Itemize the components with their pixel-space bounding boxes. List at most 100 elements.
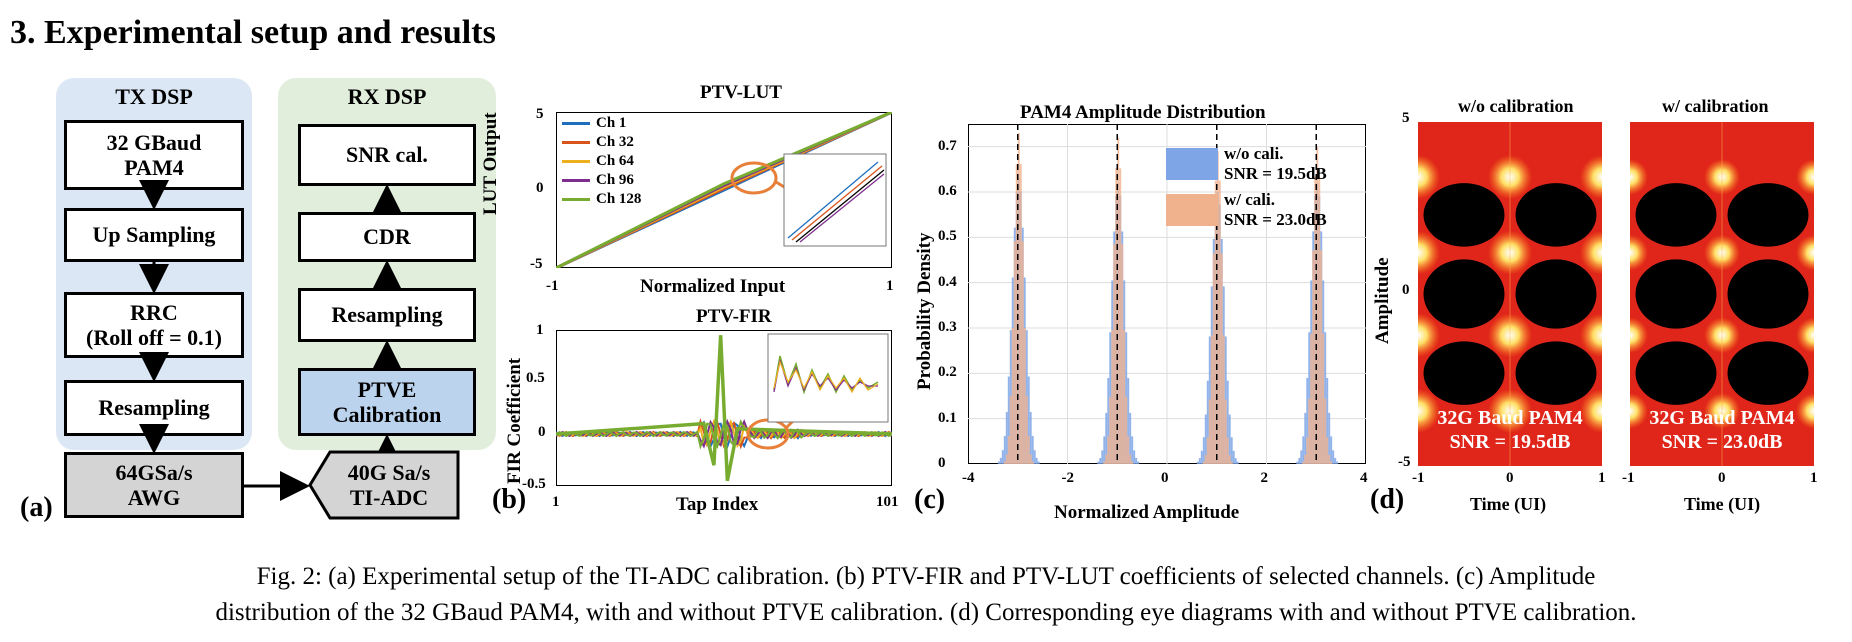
- eye-right-title: w/ calibration: [1662, 96, 1769, 116]
- hist-bar: [1196, 461, 1199, 464]
- eye-left-xtick-1: 1: [1598, 470, 1606, 486]
- fir-plot-area: [556, 330, 892, 486]
- eye-opening: [1515, 341, 1597, 405]
- hist-bar: [1302, 461, 1305, 464]
- hist-xlabel: Normalized Amplitude: [1054, 502, 1240, 523]
- eye-ytick-bot: -5: [1398, 454, 1411, 470]
- hist-bar: [1206, 437, 1209, 464]
- lut-xtick-right: 1: [886, 278, 894, 294]
- lut-legend-label: Ch 32: [596, 134, 634, 150]
- eye-diagram-with-calibration: 32G Baud PAM4 SNR = 23.0dB: [1630, 122, 1814, 466]
- hist-bar: [1129, 412, 1132, 464]
- hist-bar: [1003, 435, 1006, 464]
- lut-ytick-mid: 0: [536, 180, 544, 196]
- hist-bar: [1320, 250, 1323, 464]
- hist-bar: [1029, 412, 1032, 464]
- hist-bar: [1322, 333, 1325, 464]
- hist-bar: [1214, 180, 1217, 464]
- lut-legend-label: Ch 96: [596, 172, 634, 188]
- panel-label-d: (d): [1370, 484, 1405, 515]
- hist-bar: [1029, 454, 1032, 464]
- setup-arrows: [139, 180, 460, 520]
- eye-opening: [1727, 259, 1809, 329]
- lut-line-5: [556, 112, 892, 268]
- hist-bar: [1105, 454, 1108, 464]
- hist-legend: w/o cali. SNR = 19.5dB w/ cali. SNR = 23.…: [1166, 144, 1327, 236]
- lut-legend-swatch: [562, 122, 590, 125]
- hist-ytick: 0.3: [938, 319, 957, 335]
- fir-xtick-1: 1: [552, 494, 560, 510]
- eye-ylabel: Amplitude: [1372, 257, 1393, 344]
- hist-bar: [1334, 457, 1337, 464]
- eye-ytick-top: 5: [1402, 110, 1410, 126]
- lut-legend-item: Ch 128: [562, 190, 641, 209]
- lut-legend-label: Ch 128: [596, 191, 642, 207]
- hist-bar: [1304, 454, 1307, 464]
- pam4-block: 32 GBaud PAM4: [64, 120, 244, 190]
- eye-right-xlabel: Time (UI): [1684, 494, 1761, 514]
- lut-legend-swatch: [562, 141, 590, 144]
- hist-bar: [1324, 398, 1327, 464]
- hist-bar: [1216, 151, 1219, 464]
- hist-bar: [1015, 164, 1018, 464]
- hist-legend-item: w/o cali. SNR = 19.5dB: [1166, 144, 1327, 184]
- hist-bar: [1228, 455, 1231, 464]
- eye-opening: [1423, 259, 1505, 329]
- eye-crossing: [1418, 155, 1440, 200]
- lut-ylabel: LUT Output: [480, 112, 501, 215]
- hist-bar: [1316, 146, 1319, 464]
- eye-crossing: [1580, 155, 1602, 200]
- lut-xlabel: Normalized Input: [640, 276, 786, 297]
- hist-xtick: 2: [1260, 470, 1269, 486]
- hist-bar: [1230, 437, 1233, 464]
- eye-left-annotation: 32G Baud PAM4 SNR = 19.5dB: [1437, 407, 1583, 453]
- lut-title: PTV-LUT: [700, 82, 782, 103]
- hist-bar: [1224, 399, 1227, 464]
- hist-legend-label: w/ cali. SNR = 23.0dB: [1224, 190, 1327, 229]
- hist-ytick: 0.1: [938, 409, 957, 426]
- lut-plot-area: [556, 112, 892, 268]
- hist-bar: [997, 461, 1000, 464]
- hist-bar: [1234, 458, 1237, 464]
- lut-legend-swatch: [562, 179, 590, 182]
- hist-bar: [1218, 180, 1221, 464]
- ptve-calibration-block: PTVE Calibration: [298, 368, 476, 436]
- hist-bar: [1326, 437, 1329, 464]
- panel-label-b: (b): [492, 484, 527, 515]
- hist-bar: [1336, 461, 1339, 464]
- fir-main-tap-line: [556, 335, 892, 482]
- hist-bar: [1228, 414, 1231, 464]
- hist-bar: [1312, 250, 1315, 464]
- eye-ytick-mid: 0: [1402, 282, 1410, 298]
- hist-bar: [1125, 396, 1128, 464]
- rx-dsp-title: RX DSP: [347, 84, 427, 109]
- hist-bar: [1330, 461, 1333, 464]
- eye-opening: [1727, 183, 1809, 247]
- caption-line-2: distribution of the 32 GBaud PAM4, with …: [215, 599, 1637, 626]
- panel-label-a: (a): [20, 492, 53, 523]
- ti-adc-block: 40G Sa/s TI-ADC: [347, 459, 431, 510]
- hist-bar: [1115, 168, 1118, 464]
- fir-xtick-101: 101: [876, 494, 899, 510]
- eye-crossing: [1796, 234, 1814, 271]
- hist-bar: [1099, 457, 1102, 464]
- hist-bar: [1113, 244, 1116, 464]
- hist-ytick: 0.2: [938, 364, 957, 381]
- hist-bar: [1308, 398, 1311, 464]
- hist-bar: [1011, 327, 1014, 464]
- hist-bar: [1105, 412, 1108, 464]
- hist-plot-area: [968, 124, 1366, 464]
- hist-bar: [1033, 450, 1036, 464]
- hist-bar: [1013, 241, 1016, 464]
- lut-legend-item: Ch 64: [562, 152, 641, 171]
- eye-crossing: [1418, 388, 1440, 433]
- hist-bar: [1308, 332, 1311, 464]
- eye-left-xtick-neg1: -1: [1412, 470, 1425, 486]
- hist-bar: [1330, 436, 1333, 464]
- hist-bar: [1204, 414, 1207, 464]
- hist-bar: [999, 457, 1002, 464]
- eye-opening: [1635, 259, 1717, 329]
- hist-bar: [1025, 395, 1028, 464]
- eye-right-annotation: 32G Baud PAM4 SNR = 23.0dB: [1649, 407, 1795, 453]
- eye-left-title: w/o calibration: [1458, 96, 1574, 116]
